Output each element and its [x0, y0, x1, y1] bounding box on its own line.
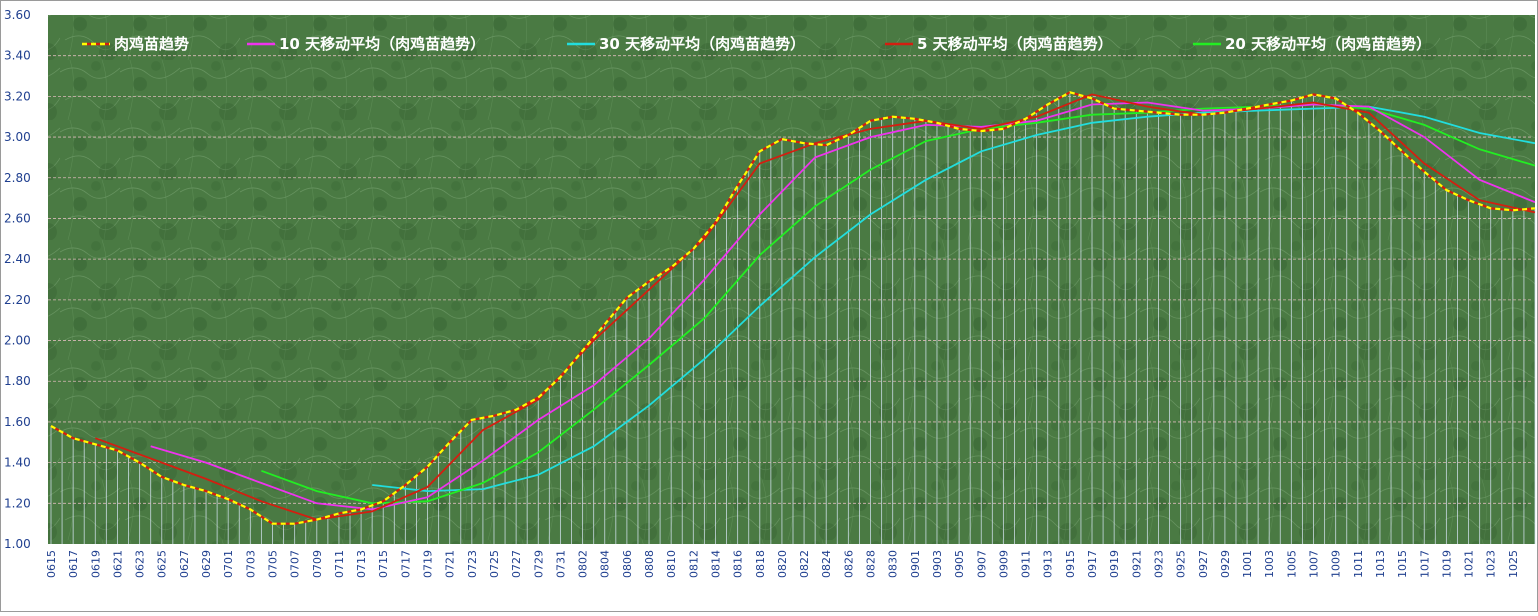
- y-tick-label: 1.80: [4, 374, 31, 388]
- x-tick-label: 1011: [1352, 550, 1365, 578]
- x-tick-label: 0818: [754, 550, 767, 578]
- x-tick-label: 0828: [865, 550, 878, 578]
- x-tick-label: 1001: [1241, 550, 1254, 578]
- x-tick-label: 1003: [1263, 550, 1276, 578]
- x-tick-label: 0915: [1064, 550, 1077, 578]
- x-tick-label: 0911: [1020, 550, 1033, 578]
- x-tick-label: 0623: [134, 550, 147, 578]
- y-tick-label: 2.60: [4, 211, 31, 225]
- x-tick-label: 0703: [244, 550, 257, 578]
- x-tick-label: 0903: [931, 550, 944, 578]
- x-tick-label: 0717: [399, 550, 412, 578]
- x-tick-label: 0719: [422, 550, 435, 578]
- x-tick-label: 1009: [1330, 550, 1343, 578]
- x-tick-label: 0713: [355, 550, 368, 578]
- legend: 肉鸡苗趋势 10 天移动平均（肉鸡苗趋势） 30 天移动平均（肉鸡苗趋势） 5 天移动…: [82, 35, 1431, 53]
- x-tick-label: 0820: [776, 550, 789, 578]
- x-tick-label: 0925: [1175, 550, 1188, 578]
- x-tick-label: 1023: [1485, 550, 1498, 578]
- x-tick-label: 0707: [289, 550, 302, 578]
- x-tick-label: 1005: [1285, 550, 1298, 578]
- x-tick-label: 1013: [1374, 550, 1387, 578]
- x-tick-label: 0830: [887, 550, 900, 578]
- x-tick-label: 0905: [953, 550, 966, 578]
- x-tick-label: 0806: [621, 550, 634, 578]
- x-tick-label: 1017: [1418, 550, 1431, 578]
- x-tick-label: 0715: [377, 550, 390, 578]
- x-tick-label: 0711: [333, 550, 346, 578]
- x-tick-label: 0705: [266, 550, 279, 578]
- legend-label: 肉鸡苗趋势: [114, 35, 189, 53]
- x-tick-label: 0701: [222, 550, 235, 578]
- y-tick-label: 2.40: [4, 252, 31, 266]
- x-tick-label: 0629: [200, 550, 213, 578]
- x-tick-label: 0913: [1042, 550, 1055, 578]
- y-tick-label: 2.20: [4, 293, 31, 307]
- x-tick-label: 0627: [178, 550, 191, 578]
- x-tick-label: 1025: [1507, 550, 1520, 578]
- y-tick-label: 1.00: [4, 537, 31, 551]
- drop-lines: [50, 92, 1536, 544]
- x-axis-tick-labels: 0615 0617 0619 0621 0623 0625 0627 0629 0701 0703…: [45, 550, 1520, 578]
- x-tick-label: 0725: [488, 550, 501, 578]
- x-tick-label: 0814: [709, 550, 722, 578]
- x-tick-label: 0909: [997, 550, 1010, 578]
- x-tick-label: 0723: [466, 550, 479, 578]
- x-tick-label: 0917: [1086, 550, 1099, 578]
- legend-label: 5 天移动平均（肉鸡苗趋势）: [917, 35, 1113, 53]
- x-tick-label: 0923: [1152, 550, 1165, 578]
- y-axis-tick-labels: 1.00 1.20 1.40 1.60 1.80 2.00 2.20 2.40 2.60 2.80…: [4, 8, 31, 551]
- x-tick-label: 0921: [1130, 550, 1143, 578]
- y-tick-label: 2.00: [4, 334, 31, 348]
- series-lines: [50, 91, 1536, 525]
- x-tick-label: 0625: [156, 550, 169, 578]
- gridlines: [48, 55, 1532, 504]
- y-tick-label: 1.40: [4, 456, 31, 470]
- x-tick-label: 0804: [599, 550, 612, 578]
- x-tick-label: 0621: [111, 550, 124, 578]
- x-tick-label: 0812: [687, 550, 700, 578]
- x-tick-label: 0709: [311, 550, 324, 578]
- x-tick-label: 0615: [45, 550, 58, 578]
- x-tick-label: 0822: [798, 550, 811, 578]
- series-line: [50, 91, 1536, 525]
- x-tick-label: 0816: [732, 550, 745, 578]
- x-tick-label: 0907: [975, 550, 988, 578]
- x-tick-label: 0808: [643, 550, 656, 578]
- x-tick-label: 1021: [1463, 550, 1476, 578]
- x-tick-label: 0919: [1108, 550, 1121, 578]
- x-tick-label: 0810: [665, 550, 678, 578]
- x-tick-label: 1015: [1396, 550, 1409, 578]
- x-tick-label: 0927: [1197, 550, 1210, 578]
- x-tick-label: 0721: [444, 550, 457, 578]
- y-tick-label: 3.60: [4, 8, 31, 22]
- x-tick-label: 0729: [532, 550, 545, 578]
- plot-area-background: [48, 15, 1535, 544]
- x-tick-label: 0901: [909, 550, 922, 578]
- y-tick-label: 3.20: [4, 89, 31, 103]
- legend-label: 20 天移动平均（肉鸡苗趋势）: [1225, 35, 1431, 53]
- x-tick-label: 1007: [1308, 550, 1321, 578]
- y-tick-label: 3.40: [4, 49, 31, 63]
- x-tick-label: 0929: [1219, 550, 1232, 578]
- x-tick-label: 0731: [554, 550, 567, 578]
- x-tick-label: 0824: [820, 550, 833, 578]
- x-tick-label: 0727: [510, 550, 523, 578]
- y-tick-label: 1.60: [4, 415, 31, 429]
- x-tick-label: 0619: [89, 550, 102, 578]
- x-tick-label: 0826: [842, 550, 855, 578]
- x-tick-label: 0617: [67, 550, 80, 578]
- y-tick-label: 1.20: [4, 496, 31, 510]
- x-tick-label: 1019: [1440, 550, 1453, 578]
- legend-label: 10 天移动平均（肉鸡苗趋势）: [279, 35, 485, 53]
- y-tick-label: 3.00: [4, 130, 31, 144]
- x-tick-label: 0802: [577, 550, 590, 578]
- legend-label: 30 天移动平均（肉鸡苗趋势）: [599, 35, 805, 53]
- y-tick-label: 2.80: [4, 171, 31, 185]
